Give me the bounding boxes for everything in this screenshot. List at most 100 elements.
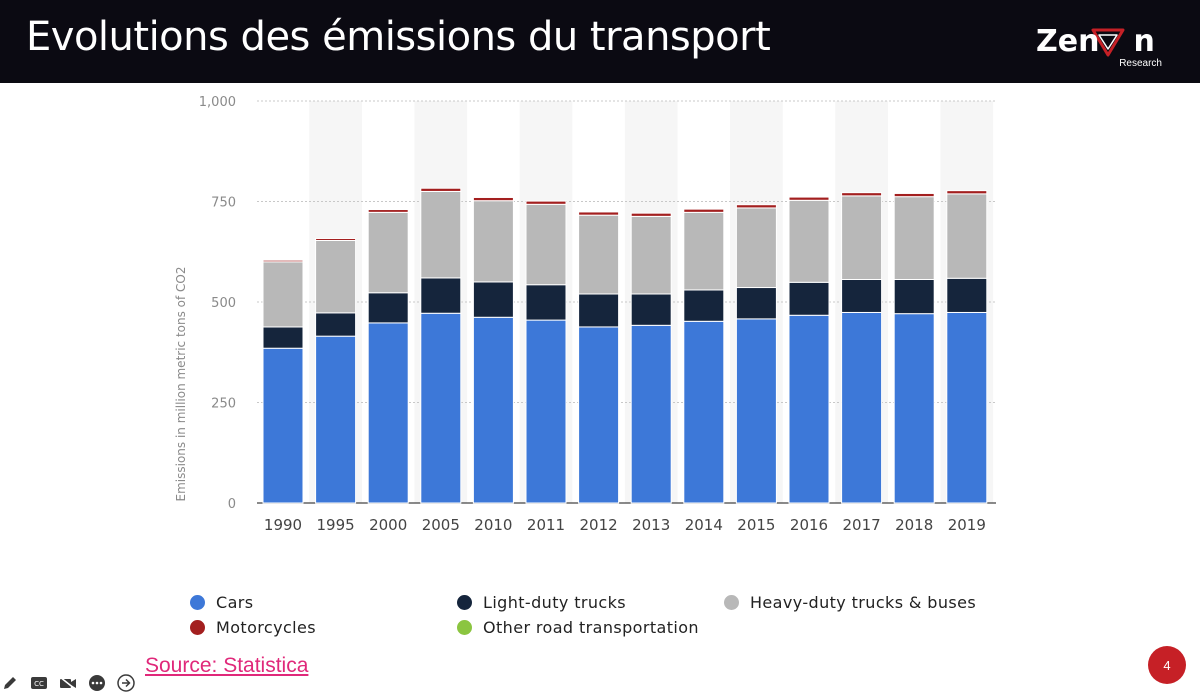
bar-segment <box>262 261 304 328</box>
brand-subtitle: Research <box>1119 58 1162 69</box>
legend-item-cars[interactable]: Cars <box>190 593 254 612</box>
bar-segment <box>262 326 304 349</box>
bar-segment <box>893 196 935 280</box>
y-axis-label: Emissions in million metric tons of CO2 <box>174 266 188 501</box>
edit-pen-icon[interactable] <box>0 674 20 691</box>
bar-segment <box>262 259 304 263</box>
bar-segment <box>472 196 514 202</box>
bar-segment <box>262 347 304 504</box>
svg-text:CC: CC <box>34 680 44 688</box>
y-tick-label: 0 <box>228 497 236 512</box>
y-tick-label: 500 <box>211 296 236 311</box>
x-tick-label: 2019 <box>948 516 986 534</box>
source-link[interactable]: Source: Statistica <box>145 654 309 677</box>
logo-mark-icon <box>1091 28 1125 57</box>
legend-label: Light-duty trucks <box>483 593 627 612</box>
bar-segment <box>735 287 777 320</box>
bar-segment <box>841 278 883 313</box>
x-tick-label: 2000 <box>369 516 407 534</box>
bar-segment <box>946 190 988 195</box>
bar-segment <box>735 207 777 289</box>
x-tick-label: 2017 <box>843 516 881 534</box>
x-tick-label: 2014 <box>685 516 723 534</box>
legend-swatch <box>457 595 472 610</box>
y-tick-labels: 0 250 500 750 1,000 <box>199 95 236 512</box>
bar-segment <box>841 192 883 197</box>
bar-segment <box>420 312 462 504</box>
x-tick-labels: 1990 1995 2000 2005 2010 2011 2012 2013 2014 2015… <box>264 516 986 534</box>
x-tick-label: 2013 <box>632 516 670 534</box>
video-off-icon[interactable] <box>58 674 78 691</box>
bar-segment <box>420 187 462 192</box>
closed-captions-icon[interactable]: CC <box>29 674 49 691</box>
bar-segment <box>472 200 514 283</box>
bar-segment <box>683 208 725 213</box>
bar-segment <box>525 200 567 205</box>
legend-item-light-duty-trucks[interactable]: Light-duty trucks <box>457 593 626 612</box>
x-tick-label: 2012 <box>580 516 618 534</box>
bar-segment <box>630 324 672 504</box>
bar-segment <box>946 193 988 279</box>
bar-segment <box>315 239 357 314</box>
bar-segment <box>893 313 935 504</box>
bar-segment <box>420 190 462 279</box>
bar-segment <box>525 203 567 286</box>
legend-label: Motorcycles <box>216 618 316 637</box>
bar-segment <box>630 212 672 217</box>
x-tick-label: 2011 <box>527 516 565 534</box>
legend-label: Cars <box>216 593 254 612</box>
bar-segment <box>893 278 935 315</box>
brand-logo: Zen n Research <box>1036 24 1166 74</box>
y-tick-label: 750 <box>211 196 236 211</box>
bar-segment <box>578 326 620 504</box>
presenter-toolbar: CC <box>0 673 145 692</box>
legend-item-heavy-duty-trucks[interactable]: Heavy-duty trucks & buses <box>724 593 976 612</box>
legend-swatch <box>190 620 205 635</box>
legend-swatch <box>457 620 472 635</box>
brand-name: Zen n <box>1036 24 1155 59</box>
legend-label: Other road transportation <box>483 618 699 637</box>
bar-segment <box>788 281 830 316</box>
bar-segment <box>893 192 935 198</box>
legend-swatch <box>190 595 205 610</box>
bar-segment <box>735 318 777 504</box>
bar-segment <box>367 322 409 504</box>
bar-segment <box>315 312 357 337</box>
bar-segment <box>630 293 672 326</box>
slide-header: Evolutions des émissions du transport Ze… <box>0 0 1200 83</box>
bar-segment <box>525 319 567 504</box>
legend-item-motorcycles[interactable]: Motorcycles <box>190 618 316 637</box>
bar-stacks <box>262 187 988 504</box>
bar-segment <box>315 335 357 504</box>
next-arrow-icon[interactable] <box>116 673 136 692</box>
bar-segment <box>578 293 620 328</box>
bar-segment <box>420 277 462 314</box>
bar-segment <box>578 211 620 216</box>
y-tick-label: 250 <box>211 397 236 412</box>
bar-segment <box>841 311 883 504</box>
legend-item-other-road[interactable]: Other road transportation <box>457 618 699 637</box>
emissions-chart: 0 250 500 750 1,000 1990 1995 2000 2005 2010 2011… <box>174 95 996 534</box>
page-number-badge: 4 <box>1148 646 1186 684</box>
bar-segment <box>683 211 725 291</box>
bar-segment <box>735 204 777 209</box>
bar-segment <box>472 316 514 504</box>
bar-segment <box>367 211 409 294</box>
x-tick-label: 2010 <box>474 516 512 534</box>
bar-segment <box>788 199 830 283</box>
x-tick-label: 2018 <box>895 516 933 534</box>
bar-segment <box>630 215 672 295</box>
bar-segment <box>683 320 725 504</box>
bar-segment <box>578 214 620 295</box>
bar-segment <box>788 196 830 201</box>
bar-segment <box>683 289 725 322</box>
legend-label: Heavy-duty trucks & buses <box>750 593 977 612</box>
legend-swatch <box>724 595 739 610</box>
bar-segment <box>946 277 988 313</box>
bar-segment <box>841 195 883 280</box>
x-tick-label: 2016 <box>790 516 828 534</box>
bar-segment <box>472 281 514 318</box>
x-tick-label: 1990 <box>264 516 302 534</box>
x-tick-label: 2005 <box>422 516 460 534</box>
more-icon[interactable] <box>87 674 107 691</box>
